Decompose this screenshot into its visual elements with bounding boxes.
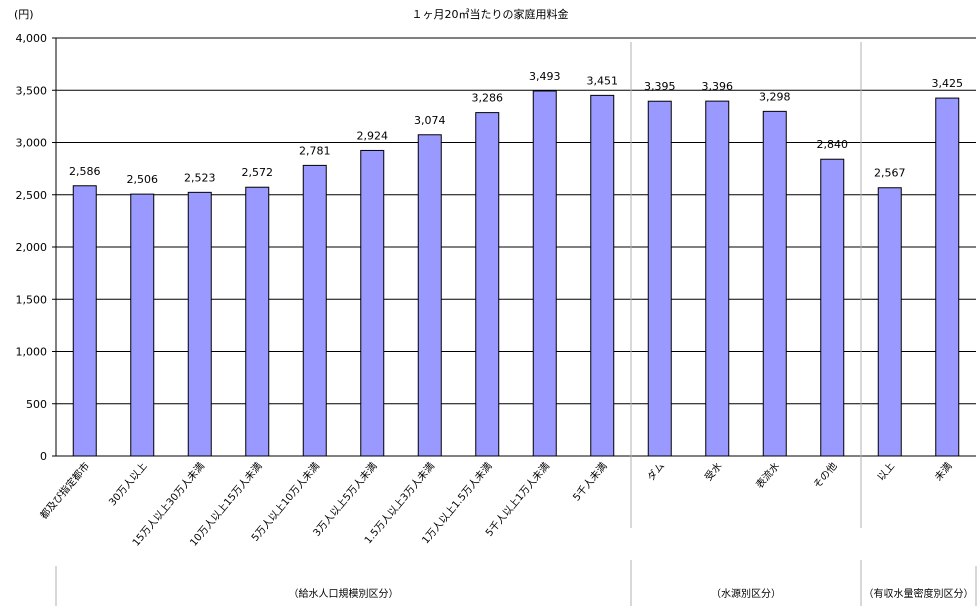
group-label: （有収水量密度別区分）: [864, 587, 974, 600]
y-tick-label: 3,500: [16, 84, 48, 97]
x-tick-label: 30万人以上: [106, 460, 149, 508]
data-label: 3,425: [932, 77, 964, 90]
y-unit-label: (円): [14, 8, 34, 21]
data-label: 2,506: [127, 173, 159, 186]
bar: [705, 100, 730, 457]
bar: [590, 94, 615, 457]
x-tick-label: 5千人未満: [571, 460, 610, 503]
data-label: 2,924: [357, 129, 389, 142]
bar: [820, 158, 845, 457]
data-label: 2,586: [69, 165, 101, 178]
x-tick-label: 5千人以上1万人未満: [483, 460, 552, 539]
data-label: 3,395: [644, 80, 676, 93]
data-label: 2,840: [817, 138, 849, 151]
bar: [245, 186, 270, 457]
y-tick-label: 2,000: [16, 241, 48, 254]
y-tick-label: 3,000: [16, 137, 48, 150]
bar: [302, 164, 327, 457]
bar: [935, 97, 960, 457]
data-label: 3,074: [414, 114, 446, 127]
x-tick-label: 表流水: [753, 460, 782, 491]
bar: [187, 191, 212, 457]
y-tick-label: 1,500: [16, 293, 48, 306]
data-label: 3,286: [472, 92, 504, 105]
data-label: 3,298: [759, 90, 791, 103]
data-label: 2,572: [242, 166, 274, 179]
bar: [647, 100, 672, 457]
bar: [762, 110, 787, 457]
data-label: 3,396: [702, 80, 734, 93]
bar: [532, 90, 557, 457]
data-label: 2,523: [184, 171, 216, 184]
data-label: 2,567: [874, 167, 906, 180]
chart-title: １ヶ月20㎥当たりの家庭用料金: [412, 7, 569, 21]
y-tick-label: 2,500: [16, 189, 48, 202]
bar: [130, 193, 155, 457]
data-label: 2,781: [299, 144, 331, 157]
y-tick-label: 500: [26, 398, 47, 411]
y-tick-label: 1,000: [16, 346, 48, 359]
y-tick-label: 4,000: [16, 32, 48, 45]
x-tick-label: その他: [810, 460, 839, 491]
y-tick-label: 0: [40, 450, 47, 463]
bar: [72, 185, 97, 457]
group-label: （給水人口規模別区分）: [289, 587, 399, 600]
x-tick-label: 未満: [932, 460, 954, 483]
x-tick-label: 以上: [875, 460, 897, 483]
x-tick-label: 都及び指定都市: [37, 460, 92, 522]
bar: [475, 112, 500, 457]
group-label: （水源別区分）: [711, 587, 781, 600]
x-tick-label: ダム: [644, 460, 667, 484]
data-label: 3,493: [529, 70, 561, 83]
bar: [877, 187, 902, 457]
x-tick-label: 受水: [702, 460, 724, 483]
data-label: 3,451: [587, 74, 619, 87]
bar: [417, 134, 442, 457]
bar: [360, 149, 385, 457]
x-tick-label: 3万人以上5万人未満: [311, 460, 380, 539]
